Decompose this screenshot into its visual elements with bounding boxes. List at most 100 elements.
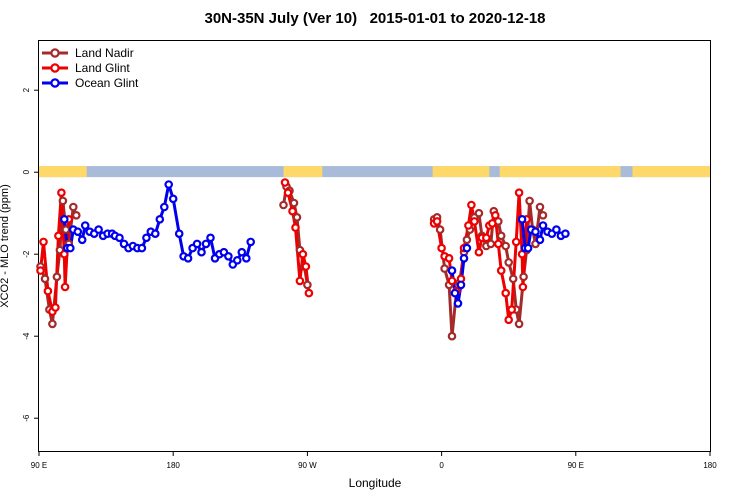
y-tick-label: -4 [22, 332, 31, 340]
land-glint-point [467, 200, 476, 210]
land-glint-point [54, 231, 63, 241]
land-nadir-point [486, 239, 496, 249]
land-glint-point [57, 188, 66, 198]
land-glint-point [60, 282, 70, 292]
ocean-glint-point [164, 180, 174, 189]
land-glint-point [43, 286, 53, 296]
ocean-glint-point [233, 255, 242, 265]
ocean-glint-point [242, 253, 251, 263]
land-nadir-point [69, 202, 78, 212]
land-nadir-point [447, 331, 457, 341]
land-nadir-point [40, 274, 50, 284]
land-glint-point [518, 282, 528, 292]
land-glint-point [280, 178, 290, 187]
ocean-glint-point [66, 243, 75, 253]
ocean-glint-point [523, 243, 533, 253]
ocean-glint-point [447, 266, 457, 275]
land-nadir-point [519, 272, 528, 282]
ocean-glint-point [456, 280, 466, 290]
land-nadir-point [289, 198, 299, 208]
ocean-glint-point [115, 233, 124, 243]
land-nadir-point [514, 319, 524, 329]
land-nadir-point [538, 211, 548, 220]
ocean-glint-point [552, 225, 561, 234]
ocean-glint-point [237, 247, 247, 257]
land-nadir-point [440, 264, 449, 273]
x-tick-label: 90 E [568, 461, 584, 470]
land-glint-point [447, 276, 457, 286]
ocean-glint-point [77, 235, 87, 245]
land-nadir-point [303, 280, 312, 290]
land-glint-point [496, 266, 506, 275]
land-nadir-point [496, 231, 506, 241]
ocean-glint-point [168, 194, 178, 204]
ocean-glint-point [192, 239, 202, 249]
ocean-glint-point [137, 243, 147, 253]
land-glint-point [504, 315, 514, 325]
y-tick-label: 0 [22, 169, 31, 174]
legend-label: Land Nadir [75, 46, 134, 60]
ocean-glint-point [60, 215, 69, 224]
land-band [283, 166, 323, 178]
land-glint-point [464, 221, 473, 230]
land-band [39, 166, 87, 178]
land-glint-point [470, 217, 479, 226]
ocean-band [39, 166, 710, 178]
land-glint-point [511, 237, 521, 247]
land-glint-point [487, 219, 497, 228]
land-glint-point [444, 253, 454, 263]
land-glint-point [51, 303, 60, 312]
land-glint-line [39, 191, 71, 314]
land-nadir-point [279, 200, 288, 210]
ocean-glint-point [197, 247, 206, 257]
ocean-glint-point [183, 253, 193, 263]
land-glint-point [474, 247, 484, 257]
ocean-glint-point [535, 235, 545, 245]
land-nadir-point [435, 225, 445, 234]
ocean-glint-point [246, 237, 256, 247]
land-glint-point [490, 211, 500, 220]
ocean-glint-point [517, 215, 527, 224]
ocean-glint-point [73, 227, 83, 237]
land-nadir-point [48, 319, 57, 329]
legend-swatch-point [50, 48, 60, 58]
land-ocean-band-group [39, 166, 710, 178]
ocean-glint-point [151, 229, 160, 239]
land-glint-point [36, 266, 45, 275]
land-glint-point [301, 262, 311, 271]
land-nadir-point [504, 258, 514, 267]
ocean-glint-point [453, 299, 463, 308]
ocean-glint-point [561, 229, 570, 239]
land-glint-point [288, 206, 297, 216]
ocean-glint-point [206, 233, 215, 243]
land-glint-point [39, 237, 48, 247]
series-point-group [36, 178, 570, 341]
land-nadir-point [535, 202, 545, 212]
land-glint-point [298, 249, 308, 259]
ocean-glint-point [224, 251, 233, 261]
ocean-glint-point [459, 253, 469, 263]
land-band [432, 166, 490, 178]
y-tick-label: -6 [22, 414, 31, 422]
ocean-glint-point [174, 229, 184, 239]
ocean-glint-point [94, 225, 103, 234]
legend-label: Land Glint [75, 61, 130, 75]
axis-group: 90 E 180 90 W 0 90 E 180 2 0 -2 -4 -6 [22, 87, 717, 470]
y-tick-label: -2 [22, 250, 31, 258]
x-tick-label: 180 [167, 461, 181, 470]
ocean-glint-point [142, 233, 151, 243]
land-glint-point [507, 305, 517, 314]
y-tick-label: 2 [22, 87, 31, 92]
land-glint-point [501, 288, 511, 298]
y-axis-label: XCO2 - MLO trend (ppm) [0, 184, 11, 308]
ocean-glint-point [160, 202, 169, 212]
land-nadir-point [462, 235, 472, 245]
x-tick-label: 0 [439, 461, 444, 470]
plot-frame [38, 40, 711, 452]
land-nadir-point [72, 211, 81, 220]
land-nadir-point [508, 274, 518, 284]
land-glint-point [514, 188, 524, 198]
ocean-glint-point [155, 215, 165, 224]
